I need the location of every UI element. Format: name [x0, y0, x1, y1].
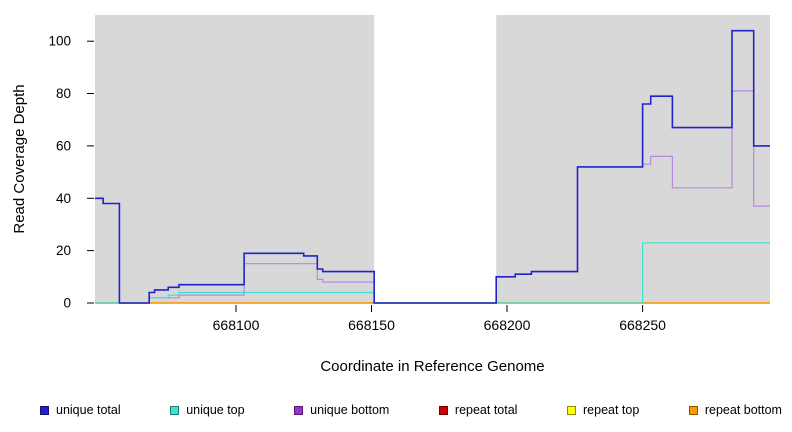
legend-item: repeat bottom	[688, 403, 782, 417]
y-tick-label: 60	[56, 138, 71, 153]
x-tick-label: 668200	[484, 317, 531, 333]
x-tick-label: 668150	[348, 317, 395, 333]
legend-label: unique bottom	[310, 403, 390, 417]
legend: unique total unique top unique bottom re…	[40, 400, 782, 420]
legend-label: unique top	[186, 403, 245, 417]
legend-label: repeat total	[454, 403, 518, 417]
legend-item: unique total	[40, 403, 121, 417]
legend-swatch-repeat-top	[567, 405, 576, 415]
legend-label: repeat bottom	[704, 403, 782, 417]
y-tick-label: 80	[56, 86, 71, 101]
series-line-unique-total	[95, 29, 770, 304]
legend-swatch-repeat-bottom	[688, 405, 698, 415]
legend-swatch-unique-top	[170, 405, 180, 415]
y-axis-label: Read Coverage Depth	[11, 84, 28, 234]
x-tick-label: 668250	[619, 317, 666, 333]
legend-item: unique bottom	[294, 403, 389, 417]
y-tick-label: 20	[56, 243, 71, 258]
y-tick-label: 0	[63, 296, 71, 311]
legend-label: repeat top	[583, 403, 640, 417]
coverage-plot: 0 20 40 60 80 100 668100 668150 668200 668250	[48, 15, 770, 333]
legend-swatch-unique-total	[40, 405, 49, 415]
legend-label: unique total	[56, 403, 121, 417]
y-tick-label: 40	[56, 191, 71, 206]
legend-item: unique top	[170, 403, 245, 417]
plot-background-band	[496, 15, 770, 303]
x-tick-label: 668100	[213, 317, 260, 333]
legend-swatch-repeat-total	[438, 405, 448, 415]
plot-background-band	[95, 15, 375, 303]
legend-item: repeat top	[567, 403, 639, 417]
x-axis-label: Coordinate in Reference Genome	[320, 358, 545, 375]
legend-item: repeat total	[438, 403, 518, 417]
y-tick-label: 100	[48, 34, 71, 49]
legend-swatch-unique-bottom	[294, 405, 304, 415]
